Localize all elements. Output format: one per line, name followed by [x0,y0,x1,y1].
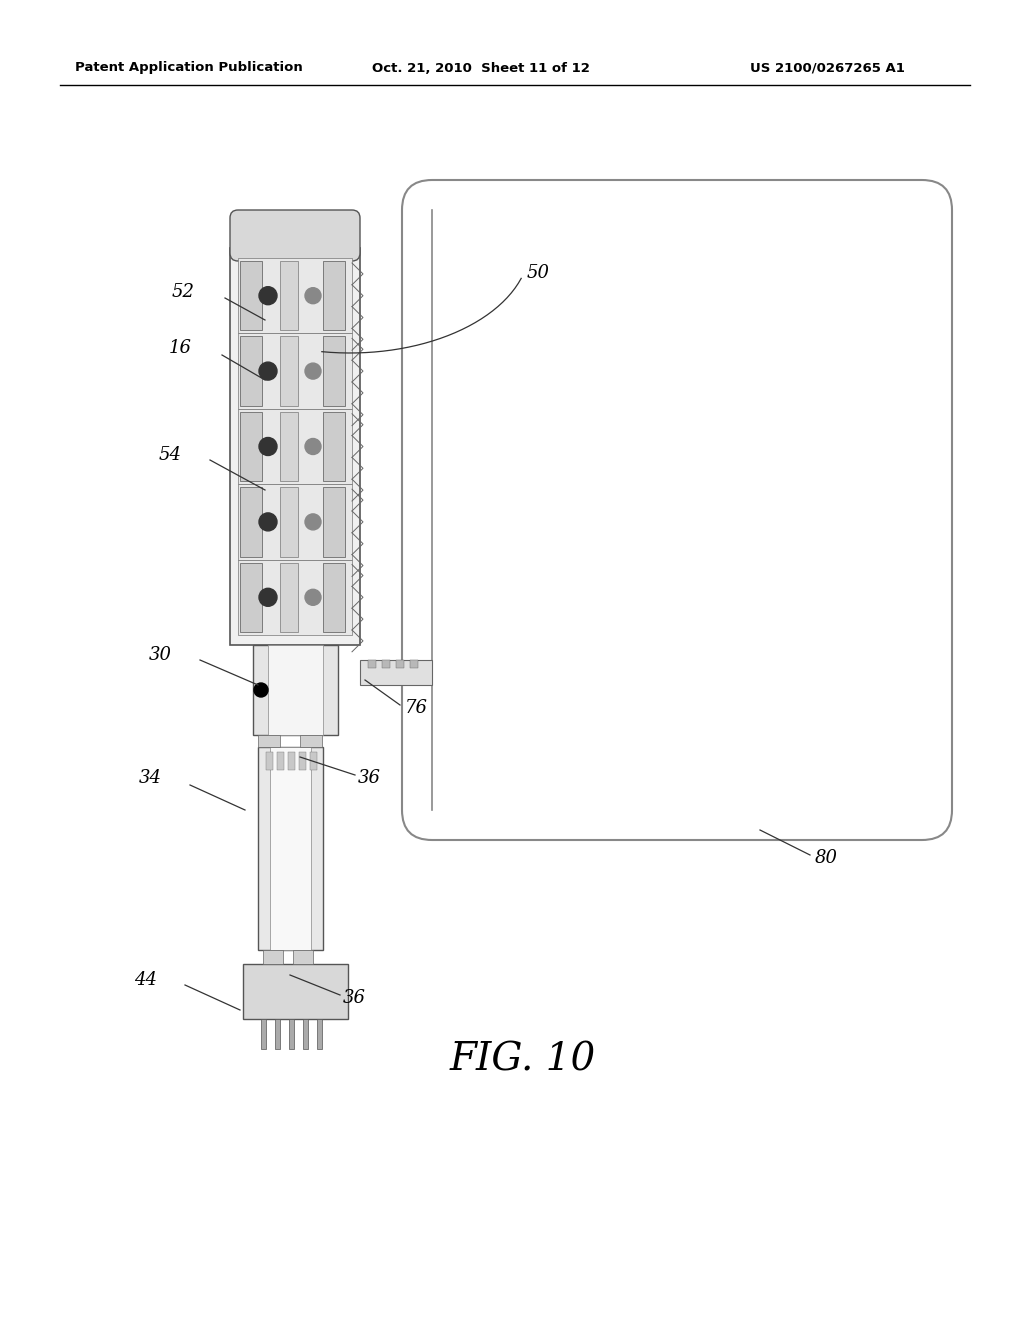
Bar [280,337,298,405]
Bar [323,412,345,482]
Bar [263,950,283,964]
Circle shape [259,589,278,606]
Circle shape [305,589,321,606]
Bar [317,1019,322,1049]
Bar [288,752,295,770]
Circle shape [305,438,321,454]
Text: 16: 16 [169,339,193,356]
Text: 76: 76 [406,700,428,717]
Text: Patent Application Publication: Patent Application Publication [75,62,303,74]
Bar [240,562,262,632]
Bar [243,964,348,1019]
Text: 80: 80 [815,849,838,867]
Bar [238,560,352,635]
Text: 52: 52 [172,282,195,301]
Bar [368,660,376,668]
Bar [396,660,404,668]
Bar [323,487,345,557]
Circle shape [254,682,268,697]
Bar [258,735,280,747]
Text: Oct. 21, 2010  Sheet 11 of 12: Oct. 21, 2010 Sheet 11 of 12 [372,62,590,74]
Circle shape [259,362,278,380]
Bar [410,660,418,668]
Circle shape [305,288,321,304]
Bar [240,337,262,405]
Bar [266,752,273,770]
Bar [258,747,323,950]
Bar [278,752,284,770]
Bar [323,562,345,632]
Bar [230,248,360,645]
FancyBboxPatch shape [402,180,952,840]
FancyBboxPatch shape [230,210,360,261]
Bar [275,1019,280,1049]
Bar [323,261,345,330]
Bar [323,337,345,405]
Bar [300,735,322,747]
Bar [382,660,390,668]
Bar [293,950,313,964]
Text: 50: 50 [526,264,549,282]
Bar [289,1019,294,1049]
Bar [238,334,352,409]
Bar [280,412,298,482]
Bar [238,484,352,560]
Bar [240,261,262,330]
Bar [360,660,432,685]
Bar [280,487,298,557]
Bar [310,752,317,770]
Bar [253,645,338,735]
Bar [240,412,262,482]
Text: 44: 44 [134,972,157,989]
Circle shape [305,513,321,529]
Bar [280,562,298,632]
Bar [261,1019,266,1049]
Circle shape [259,437,278,455]
Text: FIG. 10: FIG. 10 [450,1041,596,1078]
Bar [280,261,298,330]
Bar [270,747,311,950]
Text: 36: 36 [343,989,366,1007]
Circle shape [259,286,278,305]
Circle shape [259,513,278,531]
Bar [299,752,306,770]
Bar [240,487,262,557]
Bar [268,645,323,735]
Bar [238,409,352,484]
Text: 34: 34 [139,770,162,787]
Text: US 2100/0267265 A1: US 2100/0267265 A1 [750,62,905,74]
Bar [303,1019,308,1049]
Text: 36: 36 [358,770,381,787]
Text: 54: 54 [159,446,182,465]
Bar [238,257,352,334]
Circle shape [305,363,321,379]
Text: 30: 30 [150,645,172,664]
